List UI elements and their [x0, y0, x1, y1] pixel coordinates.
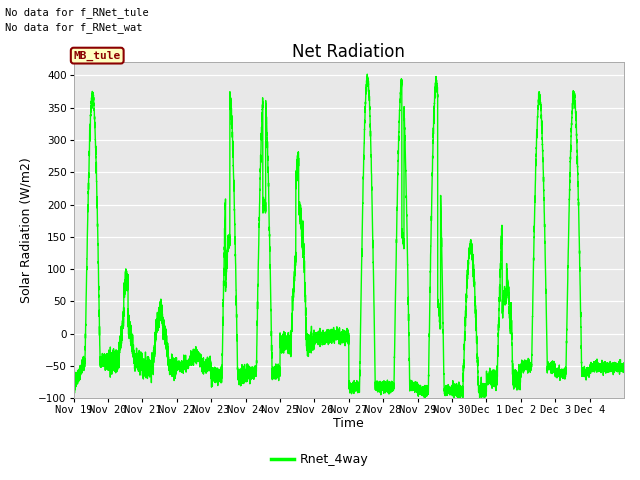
Title: Net Radiation: Net Radiation — [292, 43, 405, 61]
Text: No data for f_RNet_wat: No data for f_RNet_wat — [5, 22, 143, 33]
Legend: Rnet_4way: Rnet_4way — [266, 448, 374, 471]
X-axis label: Time: Time — [333, 417, 364, 430]
Y-axis label: Solar Radiation (W/m2): Solar Radiation (W/m2) — [20, 157, 33, 303]
Text: No data for f_RNet_tule: No data for f_RNet_tule — [5, 7, 149, 18]
Text: MB_tule: MB_tule — [74, 50, 121, 61]
